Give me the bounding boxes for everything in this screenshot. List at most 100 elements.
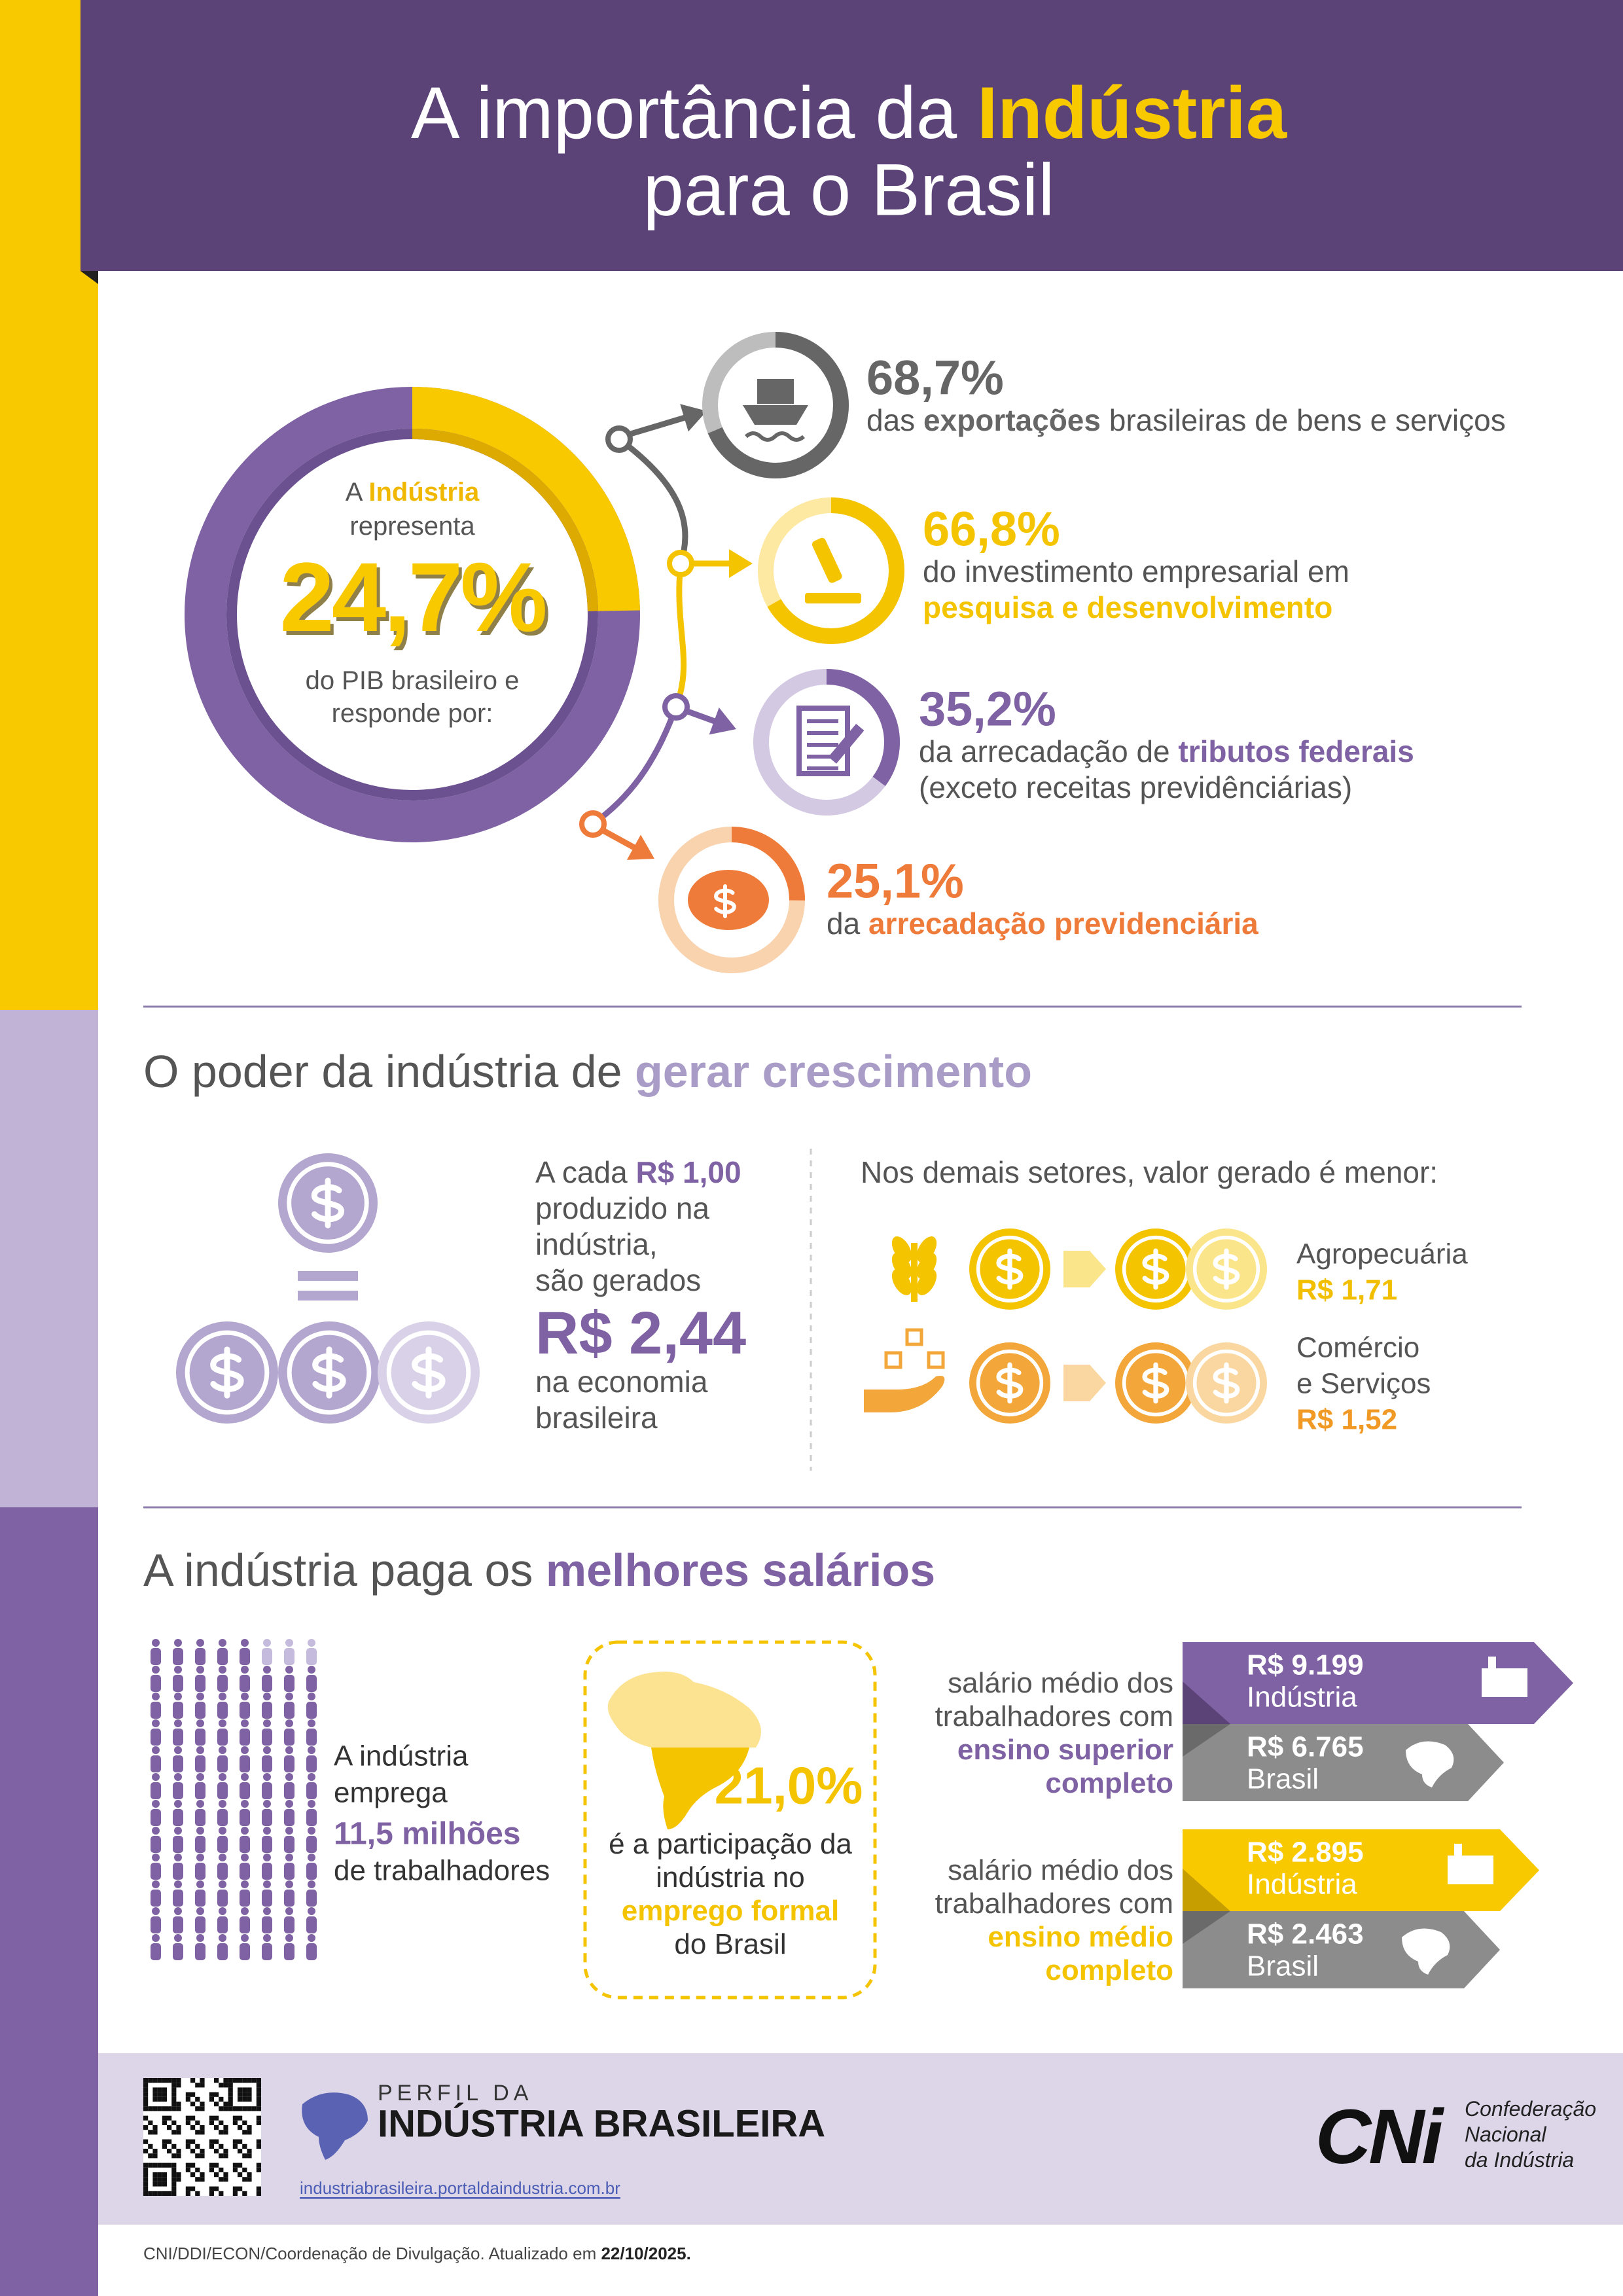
person-body bbox=[173, 1729, 183, 1746]
qr-module bbox=[209, 2139, 214, 2144]
qr-module bbox=[223, 2130, 228, 2135]
qr-module bbox=[238, 2078, 243, 2083]
qr-module bbox=[157, 2096, 162, 2102]
qr-module bbox=[209, 2115, 214, 2121]
person-body bbox=[240, 1648, 250, 1665]
icon-brazil bbox=[1402, 1928, 1450, 1975]
qr-module bbox=[162, 2191, 167, 2196]
qr-module bbox=[162, 2115, 167, 2121]
qr-module bbox=[223, 2102, 228, 2107]
person-head bbox=[263, 1773, 271, 1781]
coin-rim bbox=[1192, 1235, 1260, 1303]
qr-module bbox=[209, 2191, 214, 2196]
icon-node bbox=[884, 1351, 902, 1369]
qr-module bbox=[176, 2125, 181, 2130]
icon-hand bbox=[864, 1376, 945, 1412]
person-head bbox=[308, 1800, 315, 1808]
person-head bbox=[263, 1719, 271, 1727]
title-part: Indústria bbox=[977, 72, 1287, 154]
qr-module bbox=[176, 2102, 181, 2107]
icon-waves bbox=[744, 431, 806, 442]
equals-bar bbox=[298, 1271, 358, 1281]
qr-module bbox=[247, 2096, 252, 2102]
qr-module bbox=[157, 2172, 162, 2178]
person-body bbox=[284, 1863, 294, 1880]
icon-piggy bbox=[688, 870, 769, 930]
person-body bbox=[151, 1755, 161, 1772]
qr-module bbox=[247, 2125, 252, 2130]
person-head bbox=[285, 1800, 293, 1808]
wage-value: R$ 2.463 bbox=[1247, 1918, 1364, 1950]
growth-text: indústria, bbox=[535, 1227, 658, 1261]
person-body bbox=[151, 1890, 161, 1907]
section-heading: O poder da indústria de gerar cresciment… bbox=[143, 1046, 1032, 1097]
qr-module bbox=[190, 2115, 196, 2121]
wage-text: salário médio dos bbox=[948, 1667, 1173, 1699]
gdp-text-part: Indústria bbox=[368, 478, 480, 507]
person-body bbox=[195, 1809, 205, 1826]
qr-module bbox=[190, 2172, 196, 2178]
person-body bbox=[151, 1916, 161, 1933]
connector bbox=[617, 437, 688, 565]
person-body bbox=[151, 1943, 161, 1960]
wage-value: R$ 9.199 bbox=[1247, 1649, 1364, 1681]
gdp-text: do PIB brasileiro e bbox=[306, 666, 520, 695]
person-head bbox=[308, 1827, 315, 1835]
growth-text: produzido na bbox=[535, 1191, 709, 1225]
qr-module bbox=[152, 2172, 158, 2178]
person-body bbox=[262, 1648, 272, 1665]
person-body bbox=[173, 1755, 183, 1772]
qr-module bbox=[228, 2092, 233, 2097]
ring-value bbox=[826, 669, 900, 786]
contribution-text: da arrecadação de tributos federais bbox=[919, 734, 1414, 768]
person-body bbox=[262, 1809, 272, 1826]
person-head bbox=[285, 1854, 293, 1861]
wage-text: completo bbox=[1045, 1767, 1173, 1799]
brand-top: PERFIL DA bbox=[378, 2081, 533, 2106]
qr-module bbox=[223, 2106, 228, 2111]
qr-module bbox=[256, 2167, 261, 2172]
equals-bar bbox=[298, 1291, 358, 1300]
person-body bbox=[240, 1782, 250, 1799]
qr-module bbox=[185, 2144, 190, 2149]
contribution-text-part: pesquisa e desenvolvimento bbox=[923, 590, 1332, 624]
qr-module bbox=[214, 2102, 219, 2107]
coin-rim bbox=[976, 1349, 1044, 1417]
footer-url: industriabrasileira.portaldaindustria.co… bbox=[300, 2178, 620, 2198]
qr-module bbox=[256, 2106, 261, 2111]
qr-module bbox=[238, 2087, 243, 2092]
person-body bbox=[195, 1729, 205, 1746]
coin-rim bbox=[976, 1235, 1044, 1303]
person-head bbox=[219, 1934, 226, 1942]
coin-rim bbox=[287, 1330, 372, 1415]
qr-module bbox=[238, 2125, 243, 2130]
qr-module bbox=[242, 2130, 247, 2135]
wage-bar-fold bbox=[1183, 1724, 1230, 1757]
qr-module bbox=[143, 2181, 149, 2187]
arrow-head bbox=[729, 549, 753, 578]
contribution-text: das exportações brasileiras de bens e se… bbox=[866, 403, 1506, 437]
side-bar-lilac bbox=[0, 1010, 98, 1507]
growth-text: são gerados bbox=[535, 1263, 701, 1297]
qr-module bbox=[176, 2083, 181, 2088]
cni-name: Nacional bbox=[1465, 2123, 1546, 2146]
formal-box bbox=[583, 1640, 877, 2000]
qr-module bbox=[162, 2092, 167, 2097]
person-head bbox=[308, 1907, 315, 1915]
qr-module bbox=[242, 2167, 247, 2172]
qr-module bbox=[157, 2177, 162, 2182]
qr-module bbox=[148, 2106, 153, 2111]
qr-module bbox=[242, 2191, 247, 2196]
person-head bbox=[196, 1639, 204, 1647]
qr-module bbox=[219, 2096, 224, 2102]
qr-module bbox=[143, 2087, 149, 2092]
qr-module bbox=[232, 2144, 238, 2149]
qr-module bbox=[171, 2092, 177, 2097]
qr-module bbox=[143, 2096, 149, 2102]
qr-module bbox=[148, 2120, 153, 2125]
person-head bbox=[219, 1746, 226, 1754]
qr-module bbox=[157, 2181, 162, 2187]
wage-bar-fold bbox=[1183, 1869, 1230, 1911]
